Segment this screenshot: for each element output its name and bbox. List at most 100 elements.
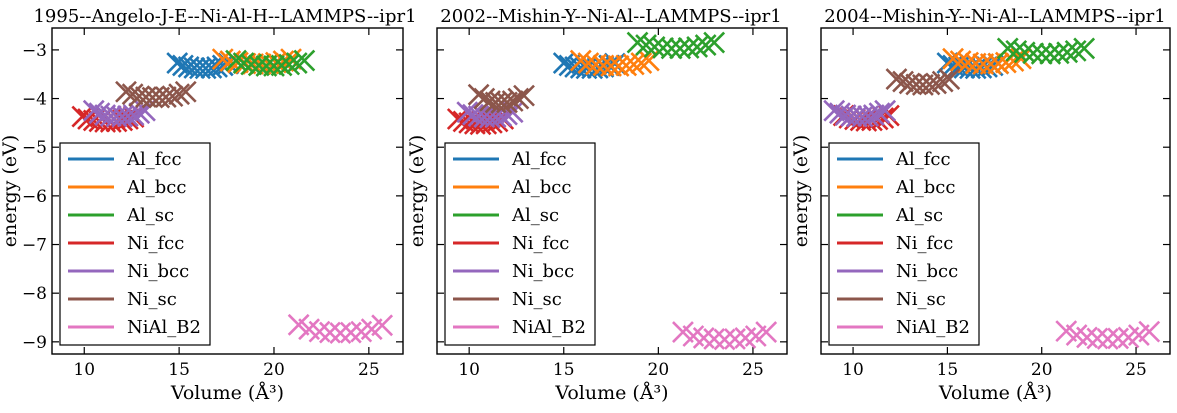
x-tick-label: 15 <box>937 360 959 380</box>
legend-label: Al_sc <box>511 205 559 226</box>
series-ni-sc <box>467 83 535 114</box>
data-point <box>329 322 352 344</box>
data-point <box>115 80 137 103</box>
data-point <box>293 49 316 72</box>
legend-label: Ni_bcc <box>512 261 574 282</box>
x-tick-label: 25 <box>742 360 764 380</box>
panel-title: 2004--Mishin-Y--Ni-Al--LAMMPS--ipr1 <box>824 6 1165 27</box>
legend-label: NiAl_B2 <box>512 317 586 338</box>
y-axis-label: energy (eV) <box>406 135 428 248</box>
data-layer <box>446 31 778 351</box>
x-tick-label: 15 <box>553 360 575 380</box>
data-point <box>473 106 496 128</box>
data-point <box>484 91 507 114</box>
legend-label: Al_sc <box>126 205 174 226</box>
legend-label: Al_sc <box>895 205 943 226</box>
series-al-sc <box>626 31 726 60</box>
legend-label: NiAl_B2 <box>896 317 970 338</box>
data-point <box>1086 327 1109 350</box>
data-point <box>122 104 145 127</box>
data-point <box>371 314 394 337</box>
legend-label: Ni_fcc <box>896 233 953 254</box>
y-axis-label: energy (eV) <box>0 135 21 248</box>
data-point <box>630 52 653 74</box>
y-tick-label: −7 <box>22 236 47 256</box>
data-point <box>703 327 726 350</box>
legend-label: Ni_sc <box>896 289 946 310</box>
data-point <box>703 31 726 54</box>
data-point <box>1138 320 1161 343</box>
data-point <box>1056 41 1079 64</box>
data-point <box>892 70 914 93</box>
data-point <box>1076 326 1098 349</box>
panel-2002-mishin: 2002--Mishin-Y--Ni-Al--LAMMPS--ipr1 10 15… <box>406 6 788 404</box>
data-point <box>724 327 746 350</box>
data-point <box>501 90 524 112</box>
data-point <box>168 83 191 106</box>
legend-label: Ni_sc <box>127 289 177 310</box>
x-tick-label: 15 <box>168 360 190 380</box>
data-point <box>496 91 518 114</box>
legend-label: Ni_fcc <box>512 233 569 254</box>
legend-label: Ni_bcc <box>896 261 958 282</box>
data-point <box>1073 37 1096 60</box>
series-ni-sc <box>885 68 961 96</box>
data-point <box>446 108 469 130</box>
y-tick-label: −3 <box>22 41 47 61</box>
panel-title: 2002--Mishin-Y--Ni-Al--LAMMPS--ipr1 <box>440 6 781 27</box>
data-point <box>174 80 197 103</box>
legend-label: Al_fcc <box>895 149 951 170</box>
data-point <box>513 84 535 107</box>
data-point <box>154 86 177 109</box>
series-nial-b2 <box>1055 320 1161 350</box>
y-axis-label: energy (eV) <box>790 135 812 248</box>
data-point <box>686 36 709 58</box>
x-tick-label: 20 <box>263 360 285 380</box>
data-point <box>925 72 947 95</box>
x-axis-label: Volume (Å³) <box>170 382 284 404</box>
data-layer <box>823 37 1161 350</box>
data-point <box>918 73 941 96</box>
y-tick-label: −9 <box>22 333 47 353</box>
series-al-fcc <box>166 52 240 80</box>
data-point <box>938 68 961 91</box>
data-point <box>225 49 247 72</box>
series-ni-sc <box>115 80 197 109</box>
x-tick-label: 25 <box>1125 360 1147 380</box>
legend: Al_fcc Al_bcc Al_sc Ni_fcc Ni_bcc Ni_sc NiAl_B… <box>444 142 596 346</box>
series-al-bcc <box>569 49 660 77</box>
x-axis-label: Volume (Å³) <box>554 382 668 404</box>
x-axis-label: Volume (Å³) <box>938 382 1052 404</box>
data-point <box>166 52 189 74</box>
data-point <box>694 34 717 56</box>
x-tick-label: 25 <box>358 360 380 380</box>
data-point <box>569 49 592 72</box>
data-point <box>755 321 778 344</box>
panel-title: 1995--Angelo-J-E--Ni-Al-H--LAMMPS--ipr1 <box>33 6 416 27</box>
data-point <box>128 102 151 125</box>
data-point <box>308 320 331 343</box>
data-point <box>823 99 846 122</box>
data-point <box>473 87 496 110</box>
data-point <box>713 328 736 351</box>
legend-label: Al_bcc <box>895 177 955 198</box>
data-point <box>1030 42 1053 65</box>
data-point <box>868 102 891 125</box>
series-nial-b2 <box>672 321 778 351</box>
legend-label: Al_fcc <box>126 149 182 170</box>
data-point <box>456 101 479 124</box>
data-point <box>121 83 144 106</box>
y-tick-label: −4 <box>22 90 47 110</box>
data-point <box>660 37 683 60</box>
data-point <box>652 37 675 59</box>
legend-label: Ni_sc <box>512 289 562 310</box>
data-point <box>501 101 524 124</box>
data-point <box>1022 42 1045 65</box>
y-tick-label: −8 <box>22 284 47 304</box>
data-point <box>161 85 184 108</box>
series-ni-bcc <box>823 99 897 128</box>
data-point <box>996 37 1019 60</box>
data-point <box>1013 41 1036 64</box>
data-point <box>71 105 94 128</box>
